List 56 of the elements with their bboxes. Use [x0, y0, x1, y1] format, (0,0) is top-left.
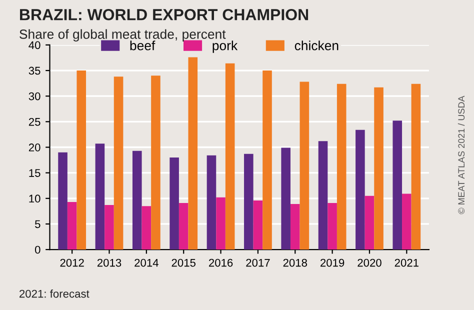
y-tick-label: 20	[28, 144, 40, 152]
bar	[142, 206, 152, 250]
x-tick-label: 2014	[134, 258, 158, 267]
x-tick-label: 2018	[283, 258, 308, 267]
x-tick-label: 2016	[208, 258, 233, 267]
bar	[132, 150, 142, 250]
bar	[76, 70, 86, 250]
bar	[281, 148, 290, 250]
x-tick-label: 2019	[320, 258, 344, 267]
bar	[411, 84, 421, 250]
bar	[151, 76, 160, 250]
bar	[336, 84, 346, 250]
bar	[300, 82, 310, 250]
bar	[178, 203, 188, 250]
y-tick-label: 5	[35, 220, 40, 228]
bar	[392, 120, 402, 250]
chart-title: BRAZIL: WORLD EXPORT CHAMPION	[20, 8, 308, 20]
bar	[188, 57, 198, 250]
y-tick-label: 10	[29, 194, 40, 203]
x-tick-label: 2021	[394, 258, 418, 267]
x-tick-label: 2017	[246, 258, 270, 267]
x-tick-label: 2013	[97, 258, 122, 267]
legend-label: chicken	[294, 40, 338, 50]
x-tick-label: 2020	[358, 258, 382, 267]
bar	[67, 202, 77, 250]
y-tick-label: 35	[28, 66, 40, 75]
chart-subtitle: Share of global meat trade, percent	[20, 29, 226, 42]
bar	[402, 194, 412, 250]
legend-label: pork	[212, 40, 238, 53]
y-tick-label: 15	[29, 169, 40, 177]
y-tick-label: 30	[28, 92, 40, 100]
bar	[356, 130, 365, 250]
bar	[206, 155, 216, 250]
bar	[328, 203, 337, 250]
bar	[58, 152, 68, 250]
y-tick-label: 40	[28, 41, 40, 50]
bar	[374, 87, 384, 250]
bar	[104, 205, 114, 250]
bar	[225, 63, 235, 250]
text: 2021: forecast	[20, 290, 90, 298]
bar	[262, 70, 272, 250]
bar	[170, 157, 179, 250]
bar	[318, 141, 328, 250]
bar	[216, 197, 226, 250]
x-tick-label: 2015	[172, 258, 196, 267]
bar	[95, 144, 105, 250]
legend-label: beef	[130, 40, 156, 50]
x-tick-label: 2012	[60, 258, 84, 267]
y-tick-label: 0	[34, 246, 40, 254]
bar	[253, 200, 263, 250]
bar	[114, 76, 124, 250]
bar	[364, 196, 374, 250]
bar	[244, 154, 254, 250]
bar	[290, 204, 300, 250]
y-tick-label: 25	[28, 118, 40, 126]
text: © MEAT ATLAS 2021 / USDA	[458, 96, 465, 214]
